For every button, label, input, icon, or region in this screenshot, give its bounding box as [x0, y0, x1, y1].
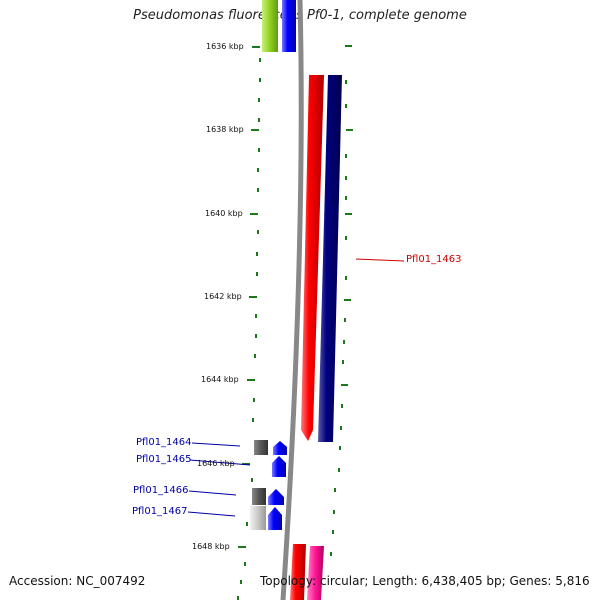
gene-pfl01-1467[interactable] [250, 506, 266, 530]
leader-line-pfl01-1463 [355, 258, 405, 262]
gene-pfl01-1466-arrow[interactable] [268, 489, 284, 505]
right-dot-track [330, 45, 353, 556]
gene-blue-top[interactable] [282, 0, 296, 52]
gene-label-pfl01-1465[interactable]: Pfl01_1465 [136, 454, 192, 465]
gene-label-pfl01-1467[interactable]: Pfl01_1467 [132, 506, 188, 517]
gene-pink-bottom[interactable] [307, 546, 324, 600]
gene-pfl01-1466[interactable] [252, 488, 266, 505]
genome-summary-text: Topology: circular; Length: 6,438,405 bp… [260, 574, 590, 588]
tick-label-1640: 1640 kbp [205, 209, 243, 218]
left-dot-track [237, 58, 261, 600]
gene-pfl01-1463-forward[interactable] [301, 75, 324, 441]
gene-pfl01-1464[interactable] [254, 440, 268, 455]
leader-line-pfl01-1466 [188, 490, 237, 496]
gene-pfl01-1463[interactable] [318, 75, 342, 442]
gene-pfl01-1465[interactable] [272, 456, 286, 477]
tick-label-1636: 1636 kbp [206, 42, 244, 51]
leader-line-pfl01-1467 [187, 511, 236, 517]
genome-backbone [280, 0, 304, 600]
gene-red-bottom[interactable] [290, 544, 306, 600]
gene-pfl01-1464-arrow[interactable] [273, 441, 287, 455]
leader-line-pfl01-1464 [191, 442, 241, 447]
gene-green-top[interactable] [262, 0, 278, 52]
gene-label-pfl01-1464[interactable]: Pfl01_1464 [136, 437, 192, 448]
tick-label-1648: 1648 kbp [192, 542, 230, 551]
accession-text: Accession: NC_007492 [9, 574, 146, 588]
gene-label-pfl01-1463[interactable]: Pfl01_1463 [406, 254, 462, 265]
gene-label-pfl01-1466[interactable]: Pfl01_1466 [133, 485, 189, 496]
tick-label-1642: 1642 kbp [204, 292, 242, 301]
gene-pfl01-1467-arrow[interactable] [268, 507, 282, 530]
tick-label-1644: 1644 kbp [201, 375, 239, 384]
tick-label-1638: 1638 kbp [206, 125, 244, 134]
leader-line-pfl01-1465 [189, 459, 251, 466]
tick-label-1646: 1646 kbp [197, 459, 235, 468]
